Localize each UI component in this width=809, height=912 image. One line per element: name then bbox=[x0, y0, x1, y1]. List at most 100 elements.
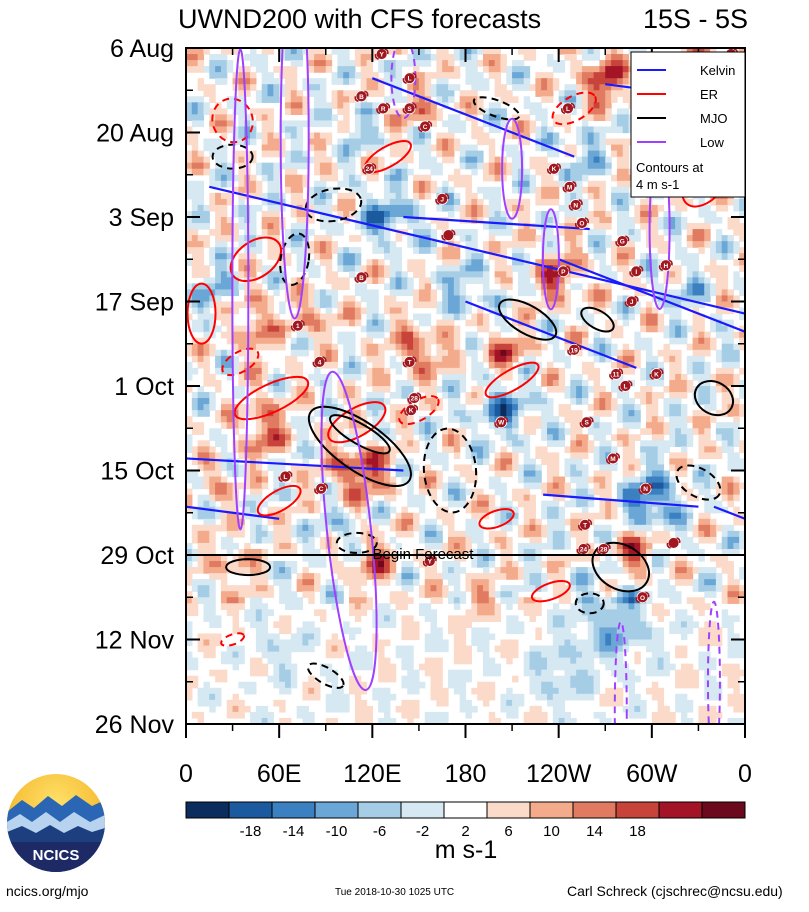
shade-cell bbox=[354, 422, 362, 429]
shade-cell bbox=[337, 313, 344, 321]
shade-cell bbox=[535, 470, 542, 478]
shade-cell bbox=[506, 277, 513, 284]
shade-cell bbox=[535, 90, 542, 97]
shade-cell bbox=[436, 253, 443, 260]
shade-cell bbox=[418, 84, 426, 91]
shade-cell bbox=[430, 452, 437, 460]
shade-cell bbox=[482, 404, 490, 411]
shade-cell bbox=[523, 512, 531, 520]
shade-cell bbox=[500, 494, 507, 502]
shade-cell bbox=[267, 422, 274, 429]
shade-cell bbox=[284, 331, 292, 339]
shade-cell bbox=[372, 210, 379, 218]
shade-cell bbox=[279, 597, 286, 604]
shade-cell bbox=[314, 343, 321, 351]
shade-cell bbox=[284, 180, 292, 188]
shade-cell bbox=[477, 150, 484, 158]
shade-cell bbox=[325, 699, 333, 707]
shade-cell bbox=[372, 500, 379, 508]
shade-cell bbox=[471, 259, 478, 266]
shade-cell bbox=[453, 585, 461, 592]
shade-cell bbox=[354, 235, 362, 242]
shade-cell bbox=[494, 313, 502, 321]
shade-cell bbox=[430, 627, 437, 635]
shade-cell bbox=[500, 386, 507, 393]
shade-cell bbox=[261, 150, 269, 158]
shade-cell bbox=[529, 494, 536, 502]
shade-cell bbox=[535, 567, 542, 574]
shade-cell bbox=[186, 114, 193, 122]
shade-cell bbox=[191, 138, 199, 146]
shade-cell bbox=[209, 603, 216, 610]
shade-cell bbox=[453, 398, 461, 405]
shade-cell bbox=[541, 84, 548, 91]
shade-cell bbox=[448, 259, 455, 266]
shade-cell bbox=[215, 470, 222, 478]
shade-cell bbox=[471, 156, 478, 164]
shade-cell bbox=[477, 573, 484, 580]
shade-cell bbox=[500, 536, 507, 544]
shade-cell bbox=[383, 229, 391, 236]
shade-cell bbox=[418, 591, 426, 598]
shade-cell bbox=[413, 464, 420, 472]
shade-cell bbox=[284, 434, 292, 441]
shade-cell bbox=[308, 464, 315, 472]
shade-cell bbox=[250, 78, 257, 85]
shade-cell bbox=[482, 609, 490, 616]
shade-cell bbox=[197, 271, 205, 278]
shade-cell bbox=[448, 247, 455, 254]
shade-cell bbox=[191, 192, 199, 200]
shade-cell bbox=[331, 561, 338, 568]
shade-cell bbox=[372, 561, 379, 568]
shade-cell bbox=[413, 66, 420, 73]
shade-cell bbox=[343, 361, 350, 369]
shade-cell bbox=[436, 675, 443, 683]
shade-cell bbox=[296, 440, 304, 447]
shade-cell bbox=[436, 60, 443, 67]
shade-cell bbox=[238, 265, 245, 272]
shade-cell bbox=[488, 229, 496, 236]
shade-cell bbox=[413, 241, 420, 248]
shade-cell bbox=[226, 422, 234, 429]
shade-cell bbox=[453, 204, 461, 212]
shade-cell bbox=[197, 506, 205, 514]
shade-cell bbox=[337, 283, 344, 291]
shade-cell bbox=[436, 96, 443, 103]
shade-cell bbox=[494, 174, 502, 182]
shade-cell bbox=[255, 639, 263, 647]
shade-cell bbox=[267, 162, 274, 170]
shade-cell bbox=[482, 663, 490, 671]
shade-cell bbox=[186, 446, 193, 453]
shade-cell bbox=[471, 162, 478, 170]
shade-cell bbox=[389, 223, 397, 230]
shade-cell bbox=[378, 548, 385, 556]
shade-cell bbox=[517, 494, 525, 502]
shade-cell bbox=[331, 186, 338, 194]
shade-cell bbox=[337, 265, 344, 272]
shade-cell bbox=[215, 458, 222, 466]
shade-cell bbox=[372, 313, 379, 321]
shade-cell bbox=[389, 132, 397, 140]
shade-cell bbox=[337, 687, 344, 695]
shade-cell bbox=[220, 512, 228, 520]
shade-cell bbox=[343, 548, 350, 556]
shade-cell bbox=[296, 48, 304, 55]
shade-cell bbox=[343, 60, 350, 67]
shade-cell bbox=[395, 361, 403, 369]
shade-cell bbox=[529, 186, 536, 194]
shade-cell bbox=[517, 247, 525, 254]
shade-cell bbox=[209, 277, 216, 284]
shade-cell bbox=[325, 663, 333, 671]
shade-cell bbox=[250, 440, 257, 447]
shade-cell bbox=[448, 265, 455, 272]
shade-cell bbox=[273, 561, 280, 568]
shade-cell bbox=[284, 663, 292, 671]
shade-cell bbox=[267, 180, 274, 188]
shade-cell bbox=[413, 186, 420, 194]
shade-cell bbox=[308, 530, 315, 538]
shade-cell bbox=[482, 259, 490, 266]
shade-cell bbox=[378, 693, 385, 701]
shade-cell bbox=[325, 506, 333, 514]
shade-cell bbox=[220, 247, 228, 254]
shade-cell bbox=[448, 343, 455, 351]
